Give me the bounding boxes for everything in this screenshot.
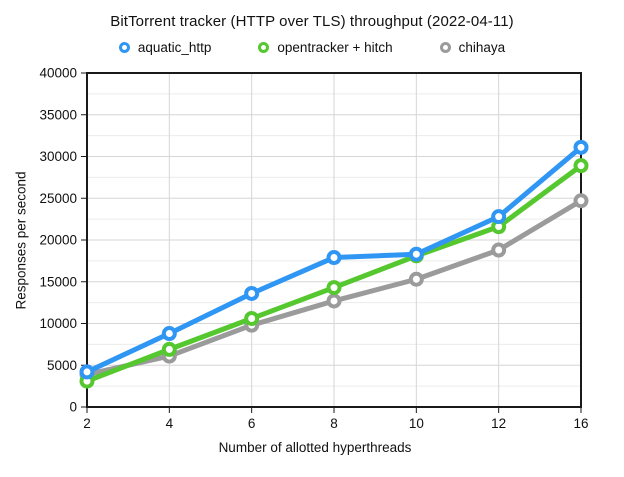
y-tick-label: 30000	[39, 149, 77, 164]
y-tick-label: 25000	[39, 191, 77, 206]
x-tick-label: 4	[166, 416, 174, 431]
x-axis-title: Number of allotted hyperthreads	[218, 440, 412, 455]
data-point	[491, 209, 507, 225]
x-tick-label: 2	[83, 416, 91, 431]
x-tick-label: 16	[573, 416, 588, 431]
legend-item-aquatic-http: aquatic_http	[118, 40, 212, 55]
legend-item-opentracker-hitch: opentracker + hitch	[258, 40, 393, 55]
data-point	[244, 310, 260, 326]
x-tick-label: 6	[248, 416, 256, 431]
data-point	[326, 293, 342, 309]
data-point	[326, 280, 342, 296]
x-tick-label: 12	[491, 416, 506, 431]
legend-label: aquatic_http	[137, 40, 212, 55]
legend-item-chihaya: chihaya	[439, 40, 506, 55]
data-point	[161, 326, 177, 342]
chart-title: BitTorrent tracker (HTTP over TLS) throu…	[110, 13, 514, 30]
data-point	[573, 158, 589, 174]
data-point	[244, 285, 260, 301]
y-tick-label: 10000	[39, 316, 77, 331]
data-point	[408, 246, 424, 262]
y-tick-label: 40000	[39, 66, 77, 81]
legend: aquatic_http opentracker + hitch chihaya	[0, 40, 624, 55]
legend-ring-icon	[439, 42, 451, 53]
data-point	[161, 341, 177, 357]
y-tick-label: 20000	[39, 233, 77, 248]
y-tick-label: 35000	[39, 107, 77, 122]
legend-ring-icon	[118, 42, 130, 53]
x-tick-label: 10	[409, 416, 424, 431]
data-point	[573, 139, 589, 155]
x-tick-label: 8	[330, 416, 338, 431]
data-point	[573, 193, 589, 209]
plot-frame	[86, 72, 582, 408]
y-tick-label: 15000	[39, 274, 77, 289]
data-point	[79, 364, 95, 380]
data-point	[326, 250, 342, 266]
legend-label: chihaya	[458, 40, 506, 55]
legend-label: opentracker + hitch	[277, 40, 393, 55]
y-tick-label: 0	[69, 400, 77, 415]
data-point	[408, 271, 424, 287]
legend-ring-icon	[258, 42, 270, 53]
y-axis-title: Responses per second	[13, 171, 29, 310]
y-tick-label: 5000	[47, 358, 77, 373]
data-point	[491, 242, 507, 258]
